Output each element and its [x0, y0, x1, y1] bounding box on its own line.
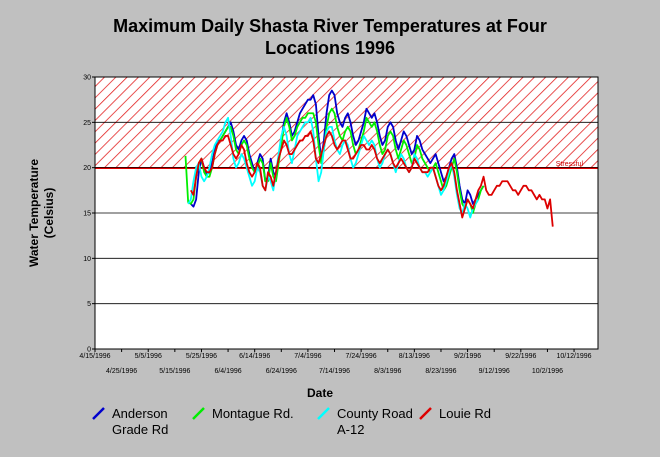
x-tick-label: 4/25/1996 — [106, 368, 137, 375]
y-tick-label: 20 — [83, 165, 91, 172]
x-tick-label: 6/24/1996 — [266, 368, 297, 375]
series-lines — [184, 89, 554, 227]
x-tick-label: 7/14/1996 — [319, 368, 350, 375]
y-axis-ticks: 0 5 10 15 20 25 30 — [83, 75, 95, 354]
x-tick-label: 9/2/1996 — [454, 353, 481, 360]
x-tick-label: 6/4/1996 — [214, 368, 241, 375]
legend-label-1: Anderson — [112, 406, 168, 421]
x-tick-label: 5/15/1996 — [159, 368, 190, 375]
y-tick-label: 25 — [83, 120, 91, 127]
x-axis-title: Date — [307, 386, 333, 400]
x-tick-label: 9/12/1996 — [479, 368, 510, 375]
y-axis-title-line-1: Water Temperature — [27, 159, 41, 267]
x-tick-label: 9/22/1996 — [505, 353, 536, 360]
x-tick-label: 7/4/1996 — [294, 353, 321, 360]
x-tick-label: 8/13/1996 — [399, 353, 430, 360]
chart-title-line-2: Locations 1996 — [265, 38, 395, 58]
legend-label-4: Louie Rd — [439, 406, 491, 421]
x-tick-label: 5/5/1996 — [135, 353, 162, 360]
series-line-4 — [190, 130, 554, 227]
y-axis-title-line-2: (Celsius) — [42, 188, 56, 239]
stressful-label: Stressful — [556, 161, 584, 168]
series-line-2 — [184, 107, 485, 214]
legend-label-3: A-12 — [337, 422, 364, 437]
legend-label-3: County Road — [337, 406, 413, 421]
y-tick-label: 15 — [83, 211, 91, 218]
y-tick-label: 0 — [87, 347, 91, 354]
x-tick-label: 5/25/1996 — [186, 353, 217, 360]
y-tick-label: 10 — [83, 256, 91, 263]
legend-swatch-2 — [192, 407, 205, 420]
series-line-3 — [187, 116, 480, 219]
series-line-1 — [190, 89, 485, 208]
x-tick-label: 7/24/1996 — [346, 353, 377, 360]
x-axis-ticks: 4/15/1996 5/5/1996 5/25/1996 6/14/1996 7/4/1… — [79, 349, 592, 375]
x-tick-label: 10/12/1996 — [557, 353, 592, 360]
x-tick-label: 4/15/1996 — [79, 353, 110, 360]
legend-label-1: Grade Rd — [112, 422, 168, 437]
y-tick-label: 5 — [87, 301, 91, 308]
legend-swatch-1 — [92, 407, 105, 420]
grid-lines — [95, 121, 598, 305]
x-tick-label: 6/14/1996 — [239, 353, 270, 360]
x-tick-label: 8/23/1996 — [425, 368, 456, 375]
legend-swatch-3 — [317, 407, 330, 420]
legend-swatch-4 — [419, 407, 432, 420]
legend-label-2: Montague Rd. — [212, 406, 294, 421]
y-tick-label: 30 — [83, 75, 91, 82]
x-tick-label: 10/2/1996 — [532, 368, 563, 375]
x-tick-label: 8/3/1996 — [374, 368, 401, 375]
chart-title-line-1: Maximum Daily Shasta River Temperatures … — [113, 16, 547, 36]
